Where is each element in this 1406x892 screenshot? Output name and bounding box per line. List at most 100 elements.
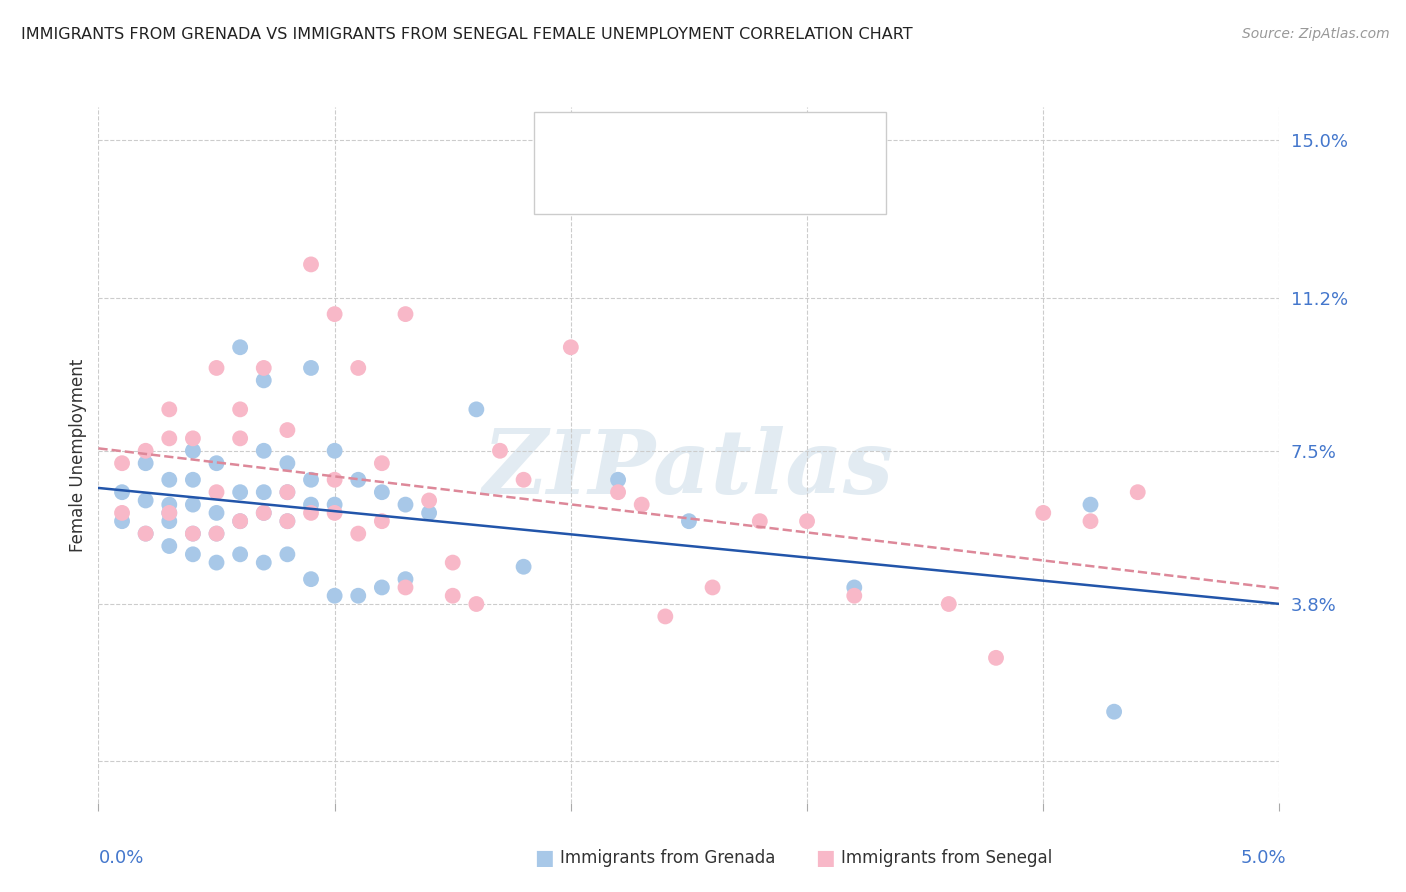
Text: -0.008: -0.008	[636, 134, 693, 152]
Point	[323, 307, 346, 321]
Point	[299, 473, 322, 487]
Point	[181, 431, 204, 445]
Point	[371, 485, 394, 500]
Text: 50: 50	[763, 183, 789, 201]
Point	[844, 581, 866, 595]
Point	[512, 559, 534, 574]
Text: 53: 53	[763, 134, 789, 152]
Point	[323, 589, 346, 603]
Point	[1126, 485, 1149, 500]
Point	[181, 526, 204, 541]
Point	[135, 526, 157, 541]
Y-axis label: Female Unemployment: Female Unemployment	[69, 359, 87, 551]
Point	[253, 443, 276, 458]
Point	[323, 498, 346, 512]
Point	[276, 485, 298, 500]
Point	[394, 581, 416, 595]
Point	[111, 456, 134, 470]
Text: Immigrants from Senegal: Immigrants from Senegal	[841, 849, 1052, 867]
Point	[276, 485, 298, 500]
Point	[111, 506, 134, 520]
Point	[418, 493, 440, 508]
Point	[702, 581, 724, 595]
Point	[347, 589, 370, 603]
Point	[229, 431, 252, 445]
Text: N =: N =	[703, 183, 755, 201]
Point	[607, 485, 630, 500]
Point	[465, 402, 488, 417]
Point	[205, 506, 228, 520]
Point	[157, 506, 180, 520]
Point	[205, 526, 228, 541]
Text: 5.0%: 5.0%	[1241, 849, 1286, 867]
Point	[135, 456, 157, 470]
Text: N =: N =	[703, 134, 755, 152]
Point	[489, 443, 512, 458]
Point	[347, 361, 370, 376]
Point	[394, 307, 416, 321]
Point	[229, 402, 252, 417]
Text: ■: ■	[815, 848, 835, 868]
Text: IMMIGRANTS FROM GRENADA VS IMMIGRANTS FROM SENEGAL FEMALE UNEMPLOYMENT CORRELATI: IMMIGRANTS FROM GRENADA VS IMMIGRANTS FR…	[21, 27, 912, 42]
Point	[157, 539, 180, 553]
Point	[253, 361, 276, 376]
Point	[253, 556, 276, 570]
Point	[181, 473, 204, 487]
Point	[938, 597, 960, 611]
Text: ■: ■	[534, 848, 554, 868]
Text: R =: R =	[586, 183, 626, 201]
Point	[253, 373, 276, 387]
Point	[229, 514, 252, 528]
Point	[205, 456, 228, 470]
Point	[157, 506, 180, 520]
Point	[229, 485, 252, 500]
Text: Source: ZipAtlas.com: Source: ZipAtlas.com	[1241, 27, 1389, 41]
Point	[135, 443, 157, 458]
Point	[253, 506, 276, 520]
Point	[229, 514, 252, 528]
Point	[796, 514, 818, 528]
Point	[276, 514, 298, 528]
Text: ■: ■	[555, 131, 579, 154]
Point	[1032, 506, 1054, 520]
Point	[844, 589, 866, 603]
Point	[323, 506, 346, 520]
Point	[276, 514, 298, 528]
Point	[276, 423, 298, 437]
Point	[323, 443, 346, 458]
Point	[371, 581, 394, 595]
Point	[560, 340, 582, 354]
Point	[157, 514, 180, 528]
Point	[135, 493, 157, 508]
Point	[135, 526, 157, 541]
Point	[253, 485, 276, 500]
Text: R =: R =	[586, 134, 626, 152]
Point	[276, 456, 298, 470]
Point	[157, 498, 180, 512]
Text: ZIPatlas: ZIPatlas	[484, 425, 894, 512]
Point	[1080, 514, 1102, 528]
Point	[229, 340, 252, 354]
Point	[678, 514, 700, 528]
Point	[607, 473, 630, 487]
Point	[630, 498, 652, 512]
Point	[181, 498, 204, 512]
Point	[465, 597, 488, 611]
Point	[181, 526, 204, 541]
Point	[299, 257, 322, 271]
Point	[347, 526, 370, 541]
Point	[157, 473, 180, 487]
Point	[299, 361, 322, 376]
Point	[229, 547, 252, 561]
Point	[371, 456, 394, 470]
Text: 0.0%: 0.0%	[98, 849, 143, 867]
Text: ■: ■	[555, 180, 579, 203]
Point	[181, 443, 204, 458]
Point	[205, 526, 228, 541]
Point	[1080, 498, 1102, 512]
Point	[323, 473, 346, 487]
Point	[347, 473, 370, 487]
Point	[299, 498, 322, 512]
Point	[276, 547, 298, 561]
Point	[748, 514, 770, 528]
